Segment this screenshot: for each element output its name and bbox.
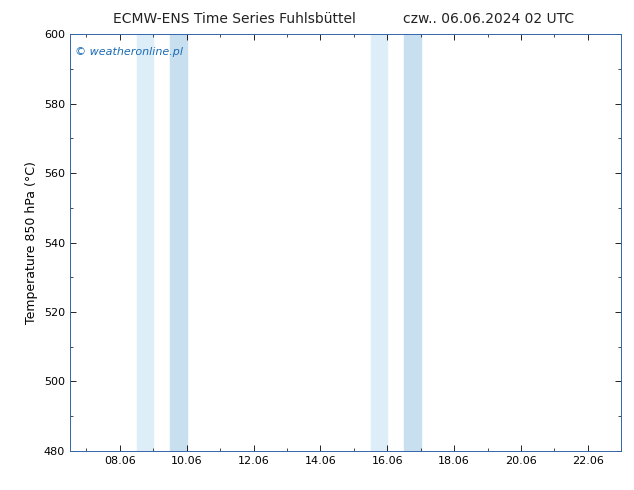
Text: © weatheronline.pl: © weatheronline.pl [75, 47, 183, 57]
Y-axis label: Temperature 850 hPa (°C): Temperature 850 hPa (°C) [25, 161, 38, 324]
Bar [404, 34, 421, 451]
Text: ECMW-ENS Time Series Fuhlsbüttel: ECMW-ENS Time Series Fuhlsbüttel [113, 12, 356, 26]
Bar [170, 34, 187, 451]
Bar [371, 34, 387, 451]
Text: czw.. 06.06.2024 02 UTC: czw.. 06.06.2024 02 UTC [403, 12, 574, 26]
Bar [136, 34, 153, 451]
